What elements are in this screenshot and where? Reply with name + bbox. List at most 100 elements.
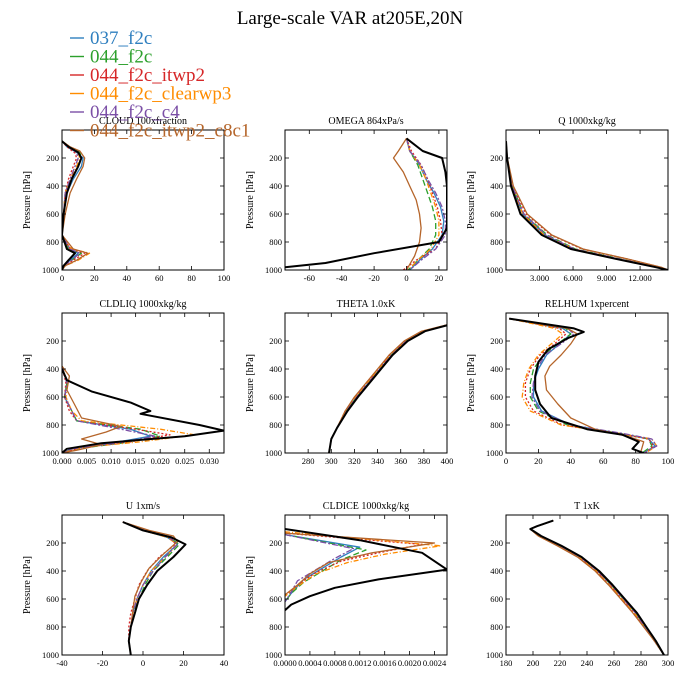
x-tick-label: 220 <box>554 658 567 668</box>
y-tick-label: 200 <box>490 153 503 163</box>
x-tick-label: 100 <box>218 273 231 283</box>
panel-3: 0.000 0.005 0.010 0.015 0.020 0.025 0.030 200 40… <box>22 299 225 466</box>
y-tick-label: 400 <box>269 364 282 374</box>
x-tick-label: 80 <box>187 273 196 283</box>
series-line-044_f2c_itwp2 <box>509 317 655 453</box>
x-tick-label: -60 <box>304 273 315 283</box>
x-tick-label: 12.000 <box>628 273 651 283</box>
plot-frame <box>505 514 669 656</box>
series-line-044_f2c_clearwp3 <box>122 521 179 655</box>
x-tick-label: -40 <box>56 658 67 668</box>
series-line-obs <box>328 324 447 453</box>
x-tick-label: 40 <box>220 658 229 668</box>
panel-title: T 1xK <box>574 501 600 512</box>
x-tick-label: 280 <box>635 658 648 668</box>
y-axis-label: Pressure [hPa] <box>466 171 477 229</box>
x-tick-label: 0.010 <box>102 456 121 466</box>
figure-title: Large-scale VAR at205E,20N <box>237 8 464 29</box>
series-line-044_f2c_itwp2_c8c1 <box>62 365 122 453</box>
series-group <box>62 365 224 453</box>
y-tick-label: 600 <box>490 209 503 219</box>
y-tick-label: 800 <box>490 622 503 632</box>
series-line-044_f2c_itwp2_c8c1 <box>392 138 422 270</box>
series-group <box>509 317 658 453</box>
y-tick-label: 1000 <box>486 650 503 660</box>
y-tick-label: 1000 <box>42 650 59 660</box>
y-axis-label: Pressure [hPa] <box>245 171 256 229</box>
panel-title: THETA 1.0xK <box>337 299 396 310</box>
series-line-044_f2c_clearwp3 <box>509 317 658 453</box>
series-line-044_f2c_itwp2 <box>402 138 443 270</box>
y-tick-label: 1000 <box>486 265 503 275</box>
plot-frame <box>505 129 669 271</box>
y-tick-label: 800 <box>490 237 503 247</box>
x-tick-label: 9.000 <box>597 273 616 283</box>
x-tick-label: 0.0008 <box>323 658 346 668</box>
x-tick-label: 100 <box>662 456 675 466</box>
y-axis-label: Pressure [hPa] <box>245 354 256 412</box>
series-line-044_f2c_itwp2_c8c1 <box>328 324 447 453</box>
legend-entry: 044_f2c_itwp2_c8c1 <box>90 121 250 142</box>
series-line-obs <box>285 528 447 611</box>
y-axis-label: Pressure [hPa] <box>245 556 256 614</box>
x-tick-label: 300 <box>662 658 675 668</box>
y-tick-label: 800 <box>269 622 282 632</box>
x-tick-label: 0 <box>504 456 508 466</box>
series-line-obs <box>62 368 224 453</box>
x-tick-label: 20 <box>90 273 99 283</box>
y-tick-label: 200 <box>269 538 282 548</box>
y-tick-label: 800 <box>46 420 59 430</box>
x-tick-label: 40 <box>567 456 576 466</box>
panel-2: 3.000 6.000 9.000 12.000 200 400 600 800 1000 Q 1… <box>466 116 669 283</box>
series-line-044_f2c_itwp2 <box>62 140 86 270</box>
series-line-044_f2c_itwp2_c8c1 <box>62 140 89 270</box>
series-line-037_f2c <box>405 138 445 270</box>
series-line-obs <box>509 317 645 453</box>
x-tick-label: 20 <box>435 273 444 283</box>
panel-7: 0.0000 0.0004 0.0008 0.0012 0.0016 0.0020 0.00… <box>245 501 448 668</box>
x-tick-label: 0.0016 <box>373 658 396 668</box>
x-tick-label: 0 <box>404 273 408 283</box>
y-tick-label: 400 <box>46 181 59 191</box>
x-tick-label: 0.0000 <box>273 658 296 668</box>
x-tick-label: 0.020 <box>151 456 170 466</box>
x-tick-label: 0.000 <box>52 456 71 466</box>
plot-frame <box>284 514 448 656</box>
y-tick-label: 200 <box>269 336 282 346</box>
series-line-044_f2c <box>405 138 437 270</box>
y-axis-label: Pressure [hPa] <box>22 171 33 229</box>
x-tick-label: 360 <box>394 456 407 466</box>
x-tick-label: 0 <box>60 273 64 283</box>
series-line-037_f2c <box>122 521 179 655</box>
x-tick-label: 0.015 <box>126 456 145 466</box>
y-axis-label: Pressure [hPa] <box>466 354 477 412</box>
series-line-obs <box>62 140 83 270</box>
y-tick-label: 600 <box>269 392 282 402</box>
y-tick-label: 600 <box>46 209 59 219</box>
panel-title: CLDLIQ 1000xkg/kg <box>100 299 187 310</box>
series-line-044_f2c_itwp2 <box>506 141 668 270</box>
series-line-044_f2c_clearwp3 <box>328 324 447 453</box>
series-group <box>285 137 447 270</box>
y-tick-label: 800 <box>46 622 59 632</box>
x-tick-label: 400 <box>441 456 454 466</box>
y-tick-label: 600 <box>490 594 503 604</box>
y-tick-label: 200 <box>46 153 59 163</box>
y-tick-label: 800 <box>269 420 282 430</box>
series-line-044_f2c <box>122 521 181 655</box>
x-tick-label: 320 <box>348 456 361 466</box>
x-tick-label: 200 <box>527 658 540 668</box>
x-tick-label: 380 <box>417 456 430 466</box>
y-tick-label: 1000 <box>265 448 282 458</box>
y-tick-label: 1000 <box>265 265 282 275</box>
y-tick-label: 400 <box>46 566 59 576</box>
x-tick-label: 0.0020 <box>398 658 421 668</box>
y-tick-label: 400 <box>490 566 503 576</box>
y-tick-label: 400 <box>269 181 282 191</box>
series-line-044_f2c <box>509 317 653 453</box>
x-tick-label: 280 <box>302 456 315 466</box>
series-group <box>328 324 447 453</box>
y-tick-label: 1000 <box>42 265 59 275</box>
series-line-044_f2c_itwp2 <box>328 324 447 453</box>
